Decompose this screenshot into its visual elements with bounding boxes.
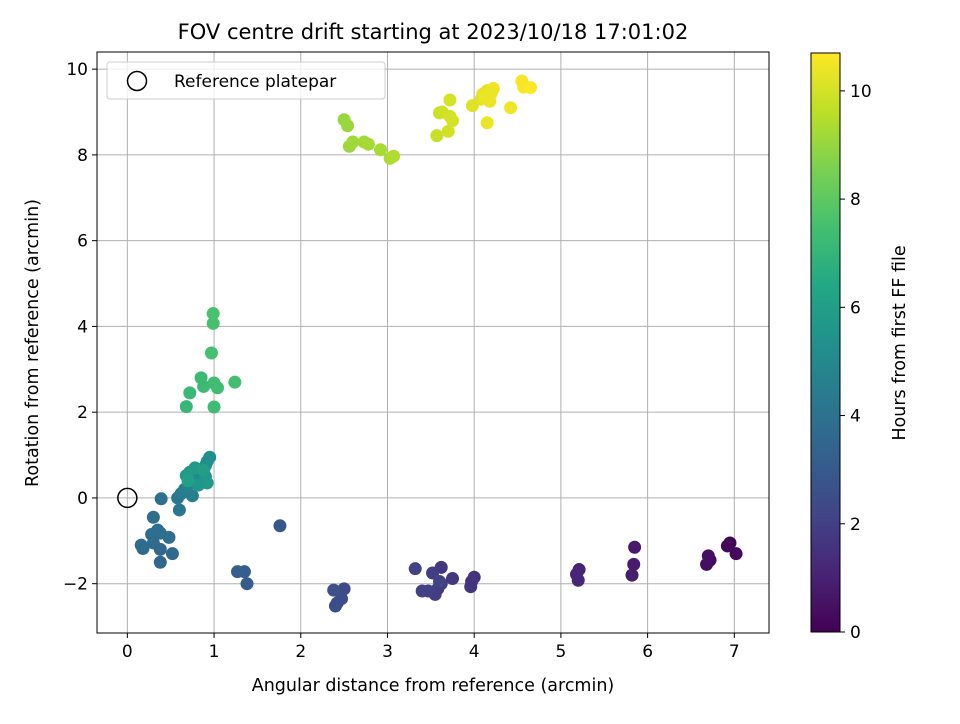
x-tick-label: 2 [295, 642, 306, 662]
x-tick-label: 4 [469, 642, 480, 662]
data-point [720, 539, 734, 553]
grid [97, 52, 769, 633]
data-point [146, 510, 160, 524]
data-point [441, 124, 455, 138]
data-point [165, 547, 179, 561]
x-tick-label: 5 [555, 642, 566, 662]
data-point [430, 129, 444, 143]
legend-box [106, 61, 386, 100]
y-axis-label: Rotation from reference (arcmin) [23, 199, 43, 487]
data-point [408, 562, 422, 576]
data-point [361, 137, 375, 151]
data-point [185, 489, 199, 503]
y-tick-label: 8 [77, 146, 88, 166]
data-point [341, 119, 355, 133]
data-point [415, 584, 429, 598]
data-point [443, 93, 457, 107]
data-point [464, 580, 478, 594]
data-point [154, 492, 168, 506]
colorbar-tick-label: 10 [850, 82, 872, 102]
plot-area [97, 52, 769, 633]
data-point [387, 149, 401, 163]
data-point [327, 583, 341, 597]
x-axis-label: Angular distance from reference (arcmin) [252, 676, 615, 696]
data-point [172, 503, 186, 517]
x-tick-label: 0 [122, 642, 133, 662]
legend: Reference platepar [106, 61, 386, 100]
data-point [206, 316, 220, 330]
data-point [729, 547, 743, 561]
data-point [524, 81, 538, 95]
data-point [162, 530, 176, 544]
y-tick-label: −2 [63, 575, 88, 595]
colorbar-ticks: 0 2 4 6 8 10 [840, 82, 872, 643]
data-point [273, 519, 287, 533]
data-point [628, 540, 642, 554]
x-tick-label: 3 [382, 642, 393, 662]
data-point [627, 557, 641, 571]
data-point [485, 86, 499, 100]
data-point [211, 381, 225, 395]
colorbar-tick-label: 2 [850, 515, 861, 535]
data-point [207, 400, 221, 414]
data-point [181, 474, 195, 488]
colorbar-tick-label: 6 [850, 298, 861, 318]
reference-platepar-point [117, 487, 138, 509]
data-point [134, 538, 148, 552]
data-point [203, 450, 217, 464]
data-point [179, 400, 193, 414]
data-point [480, 116, 494, 130]
data-point [228, 375, 242, 389]
data-point [197, 463, 211, 477]
data-point [204, 346, 218, 360]
data-point [230, 565, 244, 579]
data-point [433, 575, 447, 589]
data-point [504, 101, 518, 115]
data-point [571, 573, 585, 587]
data-point [197, 379, 211, 393]
data-point [183, 386, 197, 400]
data-point [374, 143, 388, 157]
y-tick-label: 4 [77, 317, 88, 337]
data-point [206, 307, 220, 321]
chart-title: FOV centre drift starting at 2023/10/18 … [178, 20, 689, 44]
data-point [153, 555, 167, 569]
colorbar-tick-label: 4 [850, 407, 861, 427]
data-point [200, 476, 214, 490]
legend-marker-open-circle-icon [126, 70, 148, 92]
data-point [240, 577, 254, 591]
x-axis-ticks: 0 1 2 3 4 5 6 7 [122, 633, 740, 662]
colorbar-tick-label: 0 [850, 623, 861, 643]
colorbar [810, 52, 841, 633]
data-point [446, 114, 460, 128]
colorbar-label: Hours from first FF file [890, 245, 910, 440]
legend-label: Reference platepar [174, 72, 336, 92]
x-tick-label: 1 [209, 642, 220, 662]
x-tick-label: 6 [642, 642, 653, 662]
data-point [701, 549, 715, 563]
y-axis-ticks: −2 0 2 4 6 8 10 [63, 60, 97, 595]
y-tick-label: 0 [77, 489, 88, 509]
data-point [346, 135, 360, 149]
data-point [446, 572, 460, 586]
y-tick-label: 2 [77, 403, 88, 423]
y-tick-label: 10 [66, 60, 88, 80]
x-tick-label: 7 [729, 642, 740, 662]
reference-marker [117, 487, 138, 509]
data-point [151, 523, 165, 537]
colorbar-tick-label: 8 [850, 190, 861, 210]
y-tick-label: 6 [77, 232, 88, 252]
data-points [134, 74, 743, 613]
data-point [337, 582, 351, 596]
data-point [328, 599, 342, 613]
plot-frame [96, 51, 770, 634]
data-point [625, 568, 639, 582]
